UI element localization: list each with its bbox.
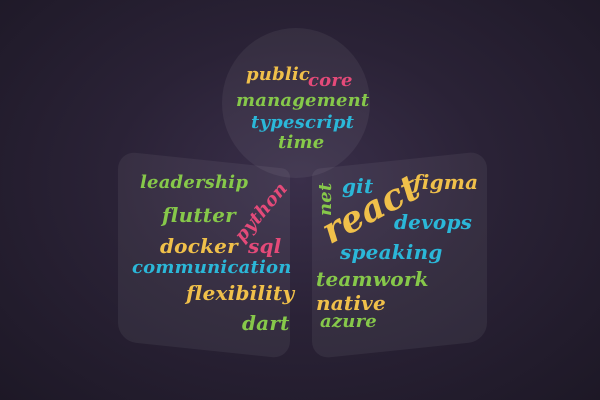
word-git: git [342,174,374,198]
word-typescript: typescript [251,112,355,133]
word-speaking: speaking [340,240,443,264]
word-dart: dart [242,311,290,335]
word-time: time [278,132,325,153]
word-communication: communication [132,257,292,278]
word-public: public [246,64,311,85]
word-core: core [308,70,353,91]
word-leadership: leadership [140,172,249,193]
word-figma: figma [413,170,479,194]
word-devops: devops [394,210,473,234]
word-flexibility: flexibility [186,281,295,305]
word-flutter: flutter [162,203,236,227]
silhouette-head [222,28,370,178]
word-management: management [236,90,370,111]
word-teamwork: teamwork [316,267,429,291]
word-sql: sql [248,234,282,258]
word-azure: azure [320,311,377,332]
word-native: native [316,291,386,315]
word-docker: docker [160,234,238,258]
